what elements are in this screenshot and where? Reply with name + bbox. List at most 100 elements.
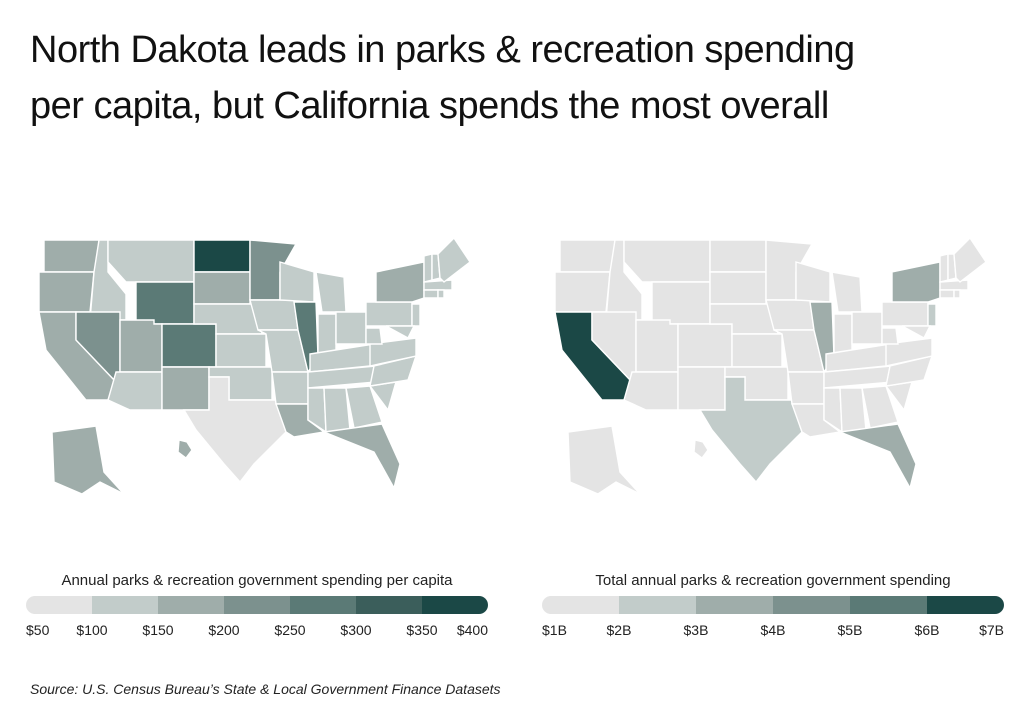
state-kansas (731, 333, 783, 368)
map-per-capita (38, 236, 471, 495)
state-new-york (375, 261, 425, 303)
state-ohio (851, 311, 883, 345)
state-vermont (423, 253, 433, 283)
legend-per-capita: Annual parks & recreation government spe… (26, 572, 488, 642)
source-note: Source: U.S. Census Bureau’s State & Loc… (30, 681, 501, 697)
state-alabama (839, 387, 867, 433)
state-wyoming (651, 281, 711, 325)
state-massachusetts (939, 279, 969, 291)
state-maine (437, 236, 471, 283)
tick-label: $50 (26, 622, 50, 638)
state-alaska (51, 425, 125, 495)
state-colorado (161, 323, 217, 368)
chart-title: North Dakota leads in parks & recreation… (30, 22, 1010, 134)
state-iowa (765, 299, 815, 331)
state-south-dakota (709, 271, 767, 305)
state-arkansas (271, 371, 309, 405)
state-pennsylvania (881, 301, 929, 327)
tick-label: $100 (76, 622, 108, 638)
state-kansas (215, 333, 267, 368)
state-rhode-island (953, 289, 961, 299)
state-virginia (369, 337, 417, 367)
state-texas (182, 376, 287, 484)
state-connecticut (939, 289, 955, 299)
state-maryland (901, 325, 932, 339)
scale-segment-4 (224, 596, 290, 614)
state-oregon (38, 271, 95, 313)
state-maryland (385, 325, 416, 339)
state-colorado (677, 323, 733, 368)
tick-label: $4B (760, 622, 786, 638)
state-florida (837, 423, 917, 490)
state-virginia (885, 337, 933, 367)
state-arizona (107, 371, 163, 411)
state-ohio (335, 311, 367, 345)
state-oregon (554, 271, 611, 313)
state-arizona (623, 371, 679, 411)
state-alaska (567, 425, 641, 495)
state-vermont (939, 253, 949, 283)
scale-segment-2 (92, 596, 158, 614)
state-west-virginia (881, 327, 899, 345)
title-line-1: North Dakota leads in parks & recreation… (30, 29, 855, 71)
legend-title-total: Total annual parks & recreation governme… (595, 572, 951, 589)
state-michigan (315, 271, 347, 313)
tick-label: $200 (208, 622, 240, 638)
state-new-mexico (677, 366, 726, 411)
tick-labels-per-capita: $50 $100 $150 $200 $250 $300 $350 $400 (26, 622, 488, 642)
state-georgia (861, 385, 899, 429)
state-west-virginia (365, 327, 383, 345)
tick-label: $6B (914, 622, 940, 638)
state-alabama (323, 387, 351, 433)
state-montana (623, 239, 711, 283)
scale-segment-4 (773, 596, 850, 614)
tick-labels-total: $1B $2B $3B $4B $5B $6B $7B (542, 622, 1004, 642)
state-montana (107, 239, 195, 283)
state-texas (698, 376, 803, 484)
scale-segment-7 (422, 596, 488, 614)
state-iowa (249, 299, 299, 331)
state-utah (119, 319, 163, 373)
state-pennsylvania (365, 301, 413, 327)
tick-label: $3B (683, 622, 709, 638)
scale-segment-6 (356, 596, 422, 614)
state-north-dakota (193, 239, 251, 273)
state-michigan (831, 271, 863, 313)
scale-segment-5 (290, 596, 356, 614)
legend-total-spending: Total annual parks & recreation governme… (542, 572, 1004, 642)
state-connecticut (423, 289, 439, 299)
tick-label: $300 (340, 622, 372, 638)
scale-segment-3 (158, 596, 224, 614)
state-hawaii (693, 439, 709, 459)
tick-label: $400 (456, 622, 488, 638)
state-wyoming (135, 281, 195, 325)
state-new-jersey (927, 303, 937, 327)
color-scale-per-capita (26, 596, 488, 614)
color-scale-total (542, 596, 1004, 614)
scale-segment-5 (850, 596, 927, 614)
tick-label: $2B (606, 622, 632, 638)
title-line-2: per capita, but California spends the mo… (30, 85, 829, 127)
tick-label: $150 (142, 622, 174, 638)
state-new-jersey (411, 303, 421, 327)
state-new-mexico (161, 366, 210, 411)
state-washington (559, 239, 616, 273)
state-new-york (891, 261, 941, 303)
state-arkansas (787, 371, 825, 405)
tick-label: $7B (979, 622, 1004, 638)
tick-label: $350 (406, 622, 438, 638)
state-south-dakota (193, 271, 251, 305)
tick-label: $5B (837, 622, 863, 638)
state-maine (953, 236, 987, 283)
scale-segment-1 (26, 596, 92, 614)
tick-label: $1B (542, 622, 567, 638)
state-wisconsin (795, 261, 831, 303)
scale-segment-3 (696, 596, 773, 614)
state-massachusetts (423, 279, 453, 291)
scale-segment-6 (927, 596, 1004, 614)
map-total-spending (554, 236, 987, 495)
tick-label: $250 (274, 622, 306, 638)
scale-segment-2 (619, 596, 696, 614)
scale-segment-1 (542, 596, 619, 614)
state-georgia (345, 385, 383, 429)
